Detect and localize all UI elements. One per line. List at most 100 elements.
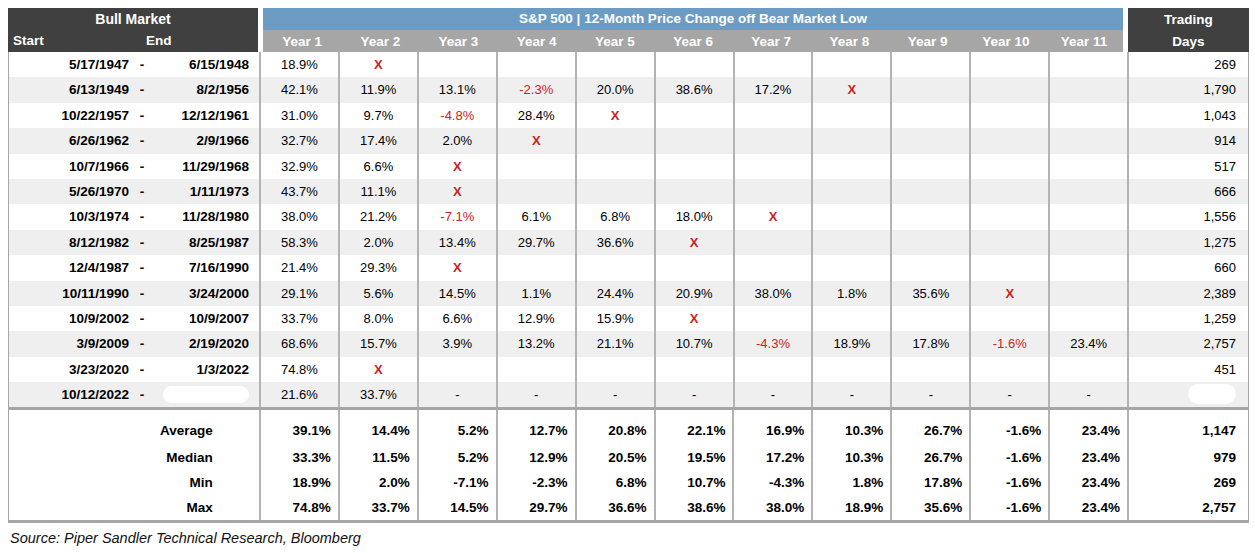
- year-7-value: [733, 179, 812, 204]
- year-2-value: 17.4%: [338, 128, 417, 153]
- year-6-value: 18.0%: [654, 204, 733, 229]
- summary-year-4-value: -2.3%: [496, 470, 575, 495]
- date-separator: -: [129, 331, 155, 356]
- date-separator: -: [129, 154, 155, 179]
- year-2-value: 11.1%: [338, 179, 417, 204]
- year-4-value: 13.2%: [496, 331, 575, 356]
- year-5-value: 20.0%: [575, 77, 654, 102]
- trading-days-value: 2,757: [1127, 331, 1248, 356]
- start-end-header: Start End: [8, 30, 258, 52]
- year-4-value: 6.1%: [496, 204, 575, 229]
- year-6-header: Year 6: [654, 30, 732, 52]
- year-8-value: [811, 52, 890, 77]
- summary-row-max: Max74.8%33.7%14.5%29.7%36.6%38.6%38.0%18…: [9, 495, 1248, 520]
- year-7-value: X: [733, 204, 812, 229]
- year-10-value: [969, 204, 1048, 229]
- year-11-value: [1048, 357, 1127, 382]
- start-date: 6/26/1962: [17, 128, 129, 153]
- summary-row-average: Average39.1%14.4%5.2%12.7%20.8%22.1%16.9…: [9, 410, 1248, 445]
- year-5-value: 6.8%: [575, 204, 654, 229]
- year-10-value: -1.6%: [969, 331, 1048, 356]
- summary-year-11-value: 23.4%: [1048, 410, 1127, 445]
- trading-days-value: 666: [1127, 179, 1248, 204]
- year-9-value: [890, 52, 969, 77]
- year-5-value: X: [575, 103, 654, 128]
- summary-year-11-value: 23.4%: [1048, 470, 1127, 495]
- date-separator: -: [129, 230, 155, 255]
- trading-days-value: 660: [1127, 255, 1248, 280]
- year-7-value: [733, 52, 812, 77]
- year-1-value: 58.3%: [259, 230, 338, 255]
- start-date: 10/11/1990: [17, 281, 129, 306]
- table-row: 10/11/1990-3/24/200029.1%5.6%14.5%1.1%24…: [9, 281, 1248, 306]
- table-row: 5/17/1947-6/15/194818.9%X269: [9, 52, 1248, 77]
- end-date: 8/25/1987: [155, 230, 259, 255]
- year-5-value: [575, 128, 654, 153]
- year-7-value: [733, 306, 812, 331]
- summary-year-11-value: 23.4%: [1048, 495, 1127, 520]
- table-row: 12/4/1987-7/16/199021.4%29.3%X660: [9, 255, 1248, 280]
- bull-market-period: 10/7/1966-11/29/1968: [9, 154, 259, 179]
- start-date: 10/7/1966: [17, 154, 129, 179]
- year-9-value: [890, 255, 969, 280]
- summary-year-4-value: 29.7%: [496, 495, 575, 520]
- start-date: 10/22/1957: [17, 103, 129, 128]
- summary-year-9-value: 35.6%: [890, 495, 969, 520]
- trading-days-value: 914: [1127, 128, 1248, 153]
- year-8-value: X: [811, 77, 890, 102]
- year-3-value: 3.9%: [417, 331, 496, 356]
- year-9-value: 35.6%: [890, 281, 969, 306]
- summary-trading-days: 2,757: [1127, 495, 1248, 520]
- summary-row-min: Min18.9%2.0%-7.1%-2.3%6.8%10.7%-4.3%1.8%…: [9, 470, 1248, 495]
- year-11-value: [1048, 179, 1127, 204]
- year-11-value: [1048, 52, 1127, 77]
- year-6-value: [654, 179, 733, 204]
- year-10-value: [969, 77, 1048, 102]
- bull-market-group-header: Bull Market: [8, 8, 258, 30]
- summary-year-3-value: -7.1%: [417, 470, 496, 495]
- start-date: 3/23/2020: [17, 357, 129, 382]
- year-11-value: -: [1048, 382, 1127, 407]
- year-2-value: 11.9%: [338, 77, 417, 102]
- end-date: 8/2/1956: [155, 77, 259, 102]
- start-date: 12/4/1987: [17, 255, 129, 280]
- trading-days-value: 451: [1127, 357, 1248, 382]
- year-9-value: [890, 357, 969, 382]
- year-1-value: 21.6%: [259, 382, 338, 407]
- year-1-value: 31.0%: [259, 103, 338, 128]
- year-7-value: [733, 154, 812, 179]
- table-row: 10/9/2002-10/9/200733.7%8.0%6.6%12.9%15.…: [9, 306, 1248, 331]
- summary-year-8-value: 10.3%: [811, 410, 890, 445]
- date-separator: -: [129, 255, 155, 280]
- year-4-value: 12.9%: [496, 306, 575, 331]
- year-8-value: [811, 179, 890, 204]
- year-3-header: Year 3: [419, 30, 497, 52]
- start-column-header: Start: [13, 30, 44, 52]
- summary-year-3-value: 5.2%: [417, 410, 496, 445]
- year-11-value: [1048, 204, 1127, 229]
- date-separator: -: [129, 128, 155, 153]
- summary-year-7-value: -4.3%: [732, 470, 811, 495]
- bull-market-period: 5/26/1970-1/11/1973: [9, 179, 259, 204]
- summary-year-6-value: 10.7%: [654, 470, 733, 495]
- year-1-value: 29.1%: [259, 281, 338, 306]
- year-2-value: 15.7%: [338, 331, 417, 356]
- end-date: 7/16/1990: [155, 255, 259, 280]
- summary-year-3-value: 5.2%: [417, 445, 496, 470]
- table-title: S&P 500 | 12-Month Price Change off Bear…: [263, 8, 1123, 30]
- summary-year-10-value: -1.6%: [969, 495, 1048, 520]
- summary-year-4-value: 12.7%: [496, 410, 575, 445]
- summary-year-9-value: 26.7%: [890, 445, 969, 470]
- year-1-value: 42.1%: [259, 77, 338, 102]
- bull-market-period: 3/9/2009-2/19/2020: [9, 331, 259, 356]
- summary-trading-days: 269: [1127, 470, 1248, 495]
- summary-label: Min: [9, 470, 259, 495]
- start-date: 5/26/1970: [17, 179, 129, 204]
- date-separator: -: [129, 52, 155, 77]
- end-date: 10/9/2007: [155, 306, 259, 331]
- year-8-value: [811, 204, 890, 229]
- start-date: 10/12/2022: [17, 382, 129, 407]
- year-2-value: X: [338, 357, 417, 382]
- days-header: Days: [1128, 30, 1249, 52]
- year-10-value: [969, 128, 1048, 153]
